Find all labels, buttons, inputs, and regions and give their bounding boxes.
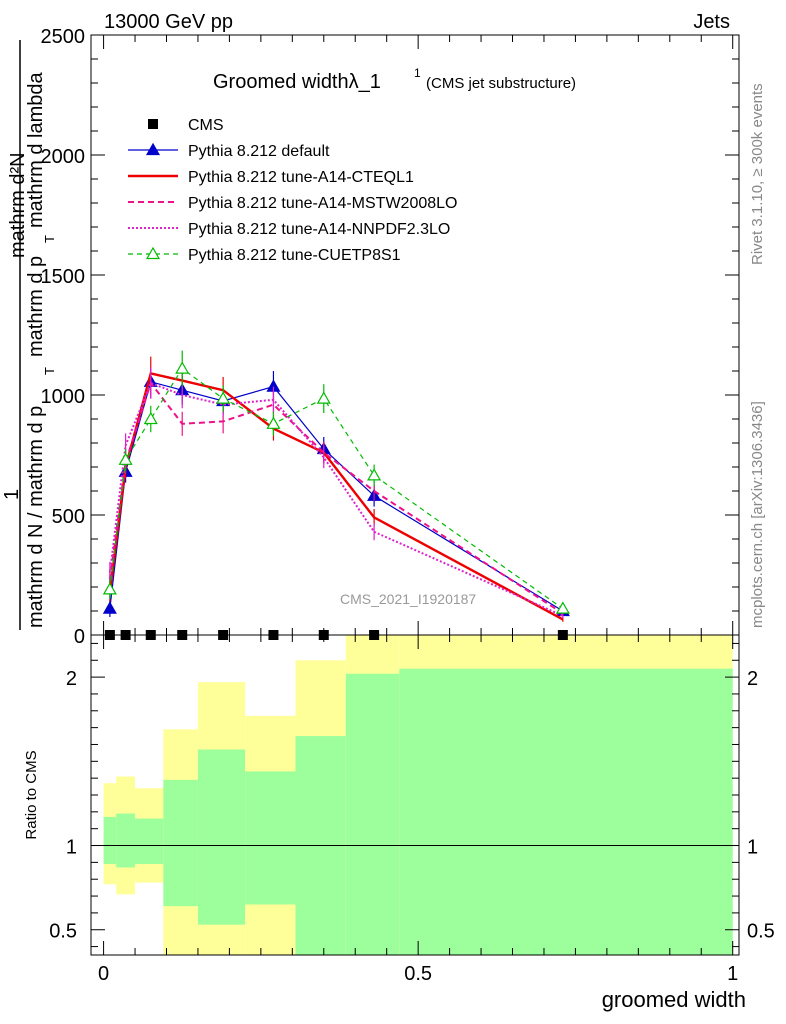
main-y-axis-title: 1 mathrm d²N mathrm d N / mathrm d p mat… bbox=[1, 40, 57, 630]
x-tick-label: 1 bbox=[727, 963, 738, 985]
y-title-subscript-t-1: T bbox=[42, 367, 57, 375]
mcplots-label: mcplots.cern.ch [arXiv:1306.3436] bbox=[749, 401, 766, 628]
cms-data-point bbox=[557, 630, 568, 640]
ratio-green-band-8 bbox=[399, 668, 733, 955]
ratio-uncertainty-bands bbox=[91, 635, 739, 955]
legend-label-5: Pythia 8.212 tune-CUETP8S1 bbox=[188, 247, 401, 264]
series-marker bbox=[118, 452, 133, 465]
series-4 bbox=[108, 367, 564, 619]
series-0 bbox=[104, 630, 568, 640]
y-title-one: 1 bbox=[1, 489, 23, 500]
series-marker bbox=[316, 391, 331, 404]
main-y-tick-label: 1500 bbox=[41, 266, 86, 288]
cms-data-point bbox=[177, 630, 188, 640]
chart-title-superscript: 1 bbox=[414, 66, 421, 80]
series-5 bbox=[102, 350, 570, 614]
legend-label-4: Pythia 8.212 tune-A14-NNPDF2.3LO bbox=[188, 221, 450, 238]
chart-title: Groomed widthλ_1 1 (CMS jet substructure… bbox=[213, 66, 576, 93]
header-energy-label: 13000 GeV pp bbox=[104, 11, 233, 33]
series-marker bbox=[102, 582, 117, 595]
main-y-tick-labels: 0 500 1000 1500 2000 2500 bbox=[41, 26, 86, 648]
ratio-axis-ticks bbox=[91, 642, 739, 948]
ratio-y-tick-label-right: 2 bbox=[747, 668, 758, 690]
ratio-green-band-3 bbox=[163, 779, 198, 907]
cms-data-point bbox=[104, 630, 115, 640]
y-title-denom-a: mathrm d N / mathrm d p bbox=[25, 406, 47, 628]
cms-data-point bbox=[218, 630, 229, 640]
series-marker bbox=[102, 601, 117, 614]
series-layer bbox=[102, 350, 570, 640]
main-y-tick-label: 2000 bbox=[41, 146, 86, 168]
legend-label-3: Pythia 8.212 tune-A14-MSTW2008LO bbox=[188, 195, 457, 212]
ratio-green-band-7 bbox=[345, 673, 400, 955]
cms-data-point bbox=[268, 630, 279, 640]
ratio-y-tick-label-left: 2 bbox=[66, 668, 77, 690]
ratio-x-tick-labels: 0 0.5 1 bbox=[98, 963, 738, 985]
ratio-y-tick-label-left: 1 bbox=[66, 837, 77, 859]
series-line-5 bbox=[109, 367, 564, 610]
cms-data-point bbox=[145, 630, 156, 640]
series-marker bbox=[555, 601, 570, 614]
y-title-denom-c: mathrm d lambda bbox=[25, 72, 47, 228]
legend-marker bbox=[145, 142, 161, 156]
series-line-2 bbox=[108, 371, 564, 621]
x-tick-label: 0.5 bbox=[404, 963, 432, 985]
cms-data-point bbox=[318, 630, 329, 640]
y-title-subscript-t-2: T bbox=[42, 235, 57, 243]
legend: CMS Pythia 8.212 default Pythia 8.212 tune… bbox=[128, 117, 457, 264]
series-marker bbox=[216, 391, 231, 404]
ratio-green-band-0 bbox=[103, 816, 117, 865]
ratio-green-band-2 bbox=[135, 818, 164, 865]
series-1 bbox=[102, 367, 570, 617]
series-marker bbox=[266, 416, 281, 429]
main-y-tick-label: 2500 bbox=[41, 26, 86, 48]
ratio-y-tick-labels: 0.5 0.5 1 1 2 2 bbox=[49, 668, 775, 943]
main-y-tick-label: 0 bbox=[74, 626, 85, 648]
ratio-y-tick-label-left: 0.5 bbox=[49, 921, 77, 943]
header-process-label: Jets bbox=[693, 11, 730, 33]
cms-data-point bbox=[120, 630, 131, 640]
cms-data-point bbox=[369, 630, 380, 640]
ratio-green-band-5 bbox=[245, 771, 296, 905]
legend-label-1: Pythia 8.212 default bbox=[188, 143, 330, 160]
main-axis-ticks bbox=[91, 34, 739, 955]
analysis-watermark: CMS_2021_I1920187 bbox=[340, 591, 476, 607]
rivet-version-label: Rivet 3.1.10, ≥ 300k events bbox=[749, 83, 766, 265]
ratio-green-band-1 bbox=[116, 813, 136, 868]
legend-label-0: CMS bbox=[188, 117, 224, 134]
y-title-denom-b: mathrm d p bbox=[25, 256, 47, 357]
chart-subtitle: (CMS jet substructure) bbox=[426, 75, 576, 92]
legend-label-2: Pythia 8.212 tune-A14-CTEQL1 bbox=[188, 169, 414, 186]
x-axis-title: groomed width bbox=[602, 987, 746, 1012]
series-line-1 bbox=[109, 381, 564, 612]
legend-marker-cms bbox=[148, 119, 158, 129]
series-3 bbox=[108, 367, 564, 617]
series-2 bbox=[108, 356, 564, 622]
main-y-tick-label: 1000 bbox=[41, 386, 86, 408]
main-y-tick-label: 500 bbox=[52, 506, 85, 528]
x-tick-label: 0 bbox=[98, 963, 109, 985]
y-title-numer: mathrm d²N bbox=[7, 152, 29, 258]
ratio-y-tick-label-right: 1 bbox=[747, 837, 758, 859]
series-marker bbox=[367, 468, 382, 481]
legend-marker bbox=[145, 246, 161, 260]
series-marker bbox=[175, 361, 190, 374]
series-marker bbox=[143, 411, 158, 425]
ratio-y-tick-label-right: 0.5 bbox=[747, 921, 775, 943]
chart-title-main: Groomed widthλ_1 bbox=[213, 71, 381, 93]
ratio-y-axis-title: Ratio to CMS bbox=[23, 750, 40, 839]
ratio-green-band-4 bbox=[197, 749, 246, 925]
